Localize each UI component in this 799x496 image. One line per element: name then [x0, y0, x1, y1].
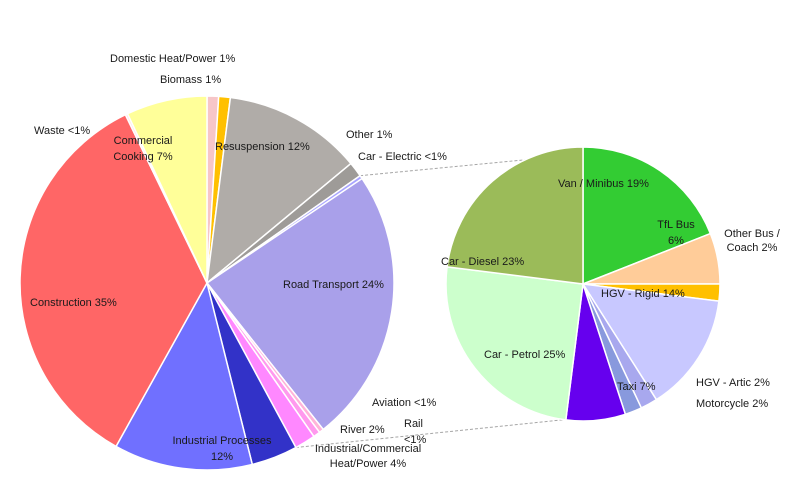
- connector-line-top: [360, 159, 526, 177]
- label-rail-lt1: Rail <1%: [404, 418, 427, 446]
- slice-hgv-rigid-14: [581, 283, 720, 401]
- label-waste-lt1: Waste <1%: [34, 125, 90, 137]
- label-tfl-bus-6: TfL Bus 6%: [657, 219, 695, 247]
- label-aviation-lt1: Aviation <1%: [372, 397, 437, 409]
- label-road-transport-24: Road Transport 24%: [283, 279, 384, 291]
- label-biomass-1: Biomass 1%: [160, 74, 221, 86]
- slice-road-transport-24: [205, 177, 395, 431]
- label-car-electric-lt1: Car - Electric <1%: [358, 151, 447, 163]
- slice-industrial-processes-12: [115, 280, 254, 471]
- label-motorcycle-2: Motorcycle 2%: [696, 398, 768, 410]
- label-industrial-commercial-heat-power-4: Industrial/Commercial Heat/Power 4%: [315, 443, 421, 470]
- road-transport-pie: [445, 146, 721, 422]
- label-taxi-7: Taxi 7%: [617, 381, 656, 393]
- label-commercial-cooking-7: Commercial Cooking 7%: [113, 135, 173, 163]
- label-domestic-heat-power-1: Domestic Heat/Power 1%: [110, 53, 236, 65]
- slice-resuspension-12: [206, 96, 352, 285]
- slice-car-diesel-23: [446, 146, 584, 285]
- slice-construction-35: [19, 113, 208, 448]
- label-van-minibus-19: Van / Minibus 19%: [558, 178, 649, 190]
- label-car-diesel-23: Car - Diesel 23%: [441, 256, 524, 268]
- slice-van-minibus-19: [582, 146, 712, 286]
- label-industrial-processes-12: Industrial Processes 12%: [172, 435, 272, 463]
- label-car-petrol-25: Car - Petrol 25%: [484, 349, 566, 361]
- label-construction-35: Construction 35%: [30, 297, 117, 309]
- label-other-bus-coach-2: Other Bus / Coach 2%: [724, 228, 781, 254]
- label-hgv-artic-2: HGV - Artic 2%: [696, 377, 770, 389]
- label-river-2: River 2%: [340, 424, 385, 436]
- slice-commercial-cooking-7: [126, 95, 208, 284]
- main-pie: [19, 95, 395, 471]
- slice-car-petrol-25: [445, 265, 584, 421]
- slice-labels: Domestic Heat/Power 1% Biomass 1% Resuspen…: [30, 53, 781, 470]
- label-resuspension-12: Resuspension 12%: [215, 141, 310, 153]
- connector-lines: [295, 159, 564, 448]
- label-hgv-rigid-14: HGV - Rigid 14%: [601, 288, 685, 300]
- label-other-1: Other 1%: [346, 129, 393, 141]
